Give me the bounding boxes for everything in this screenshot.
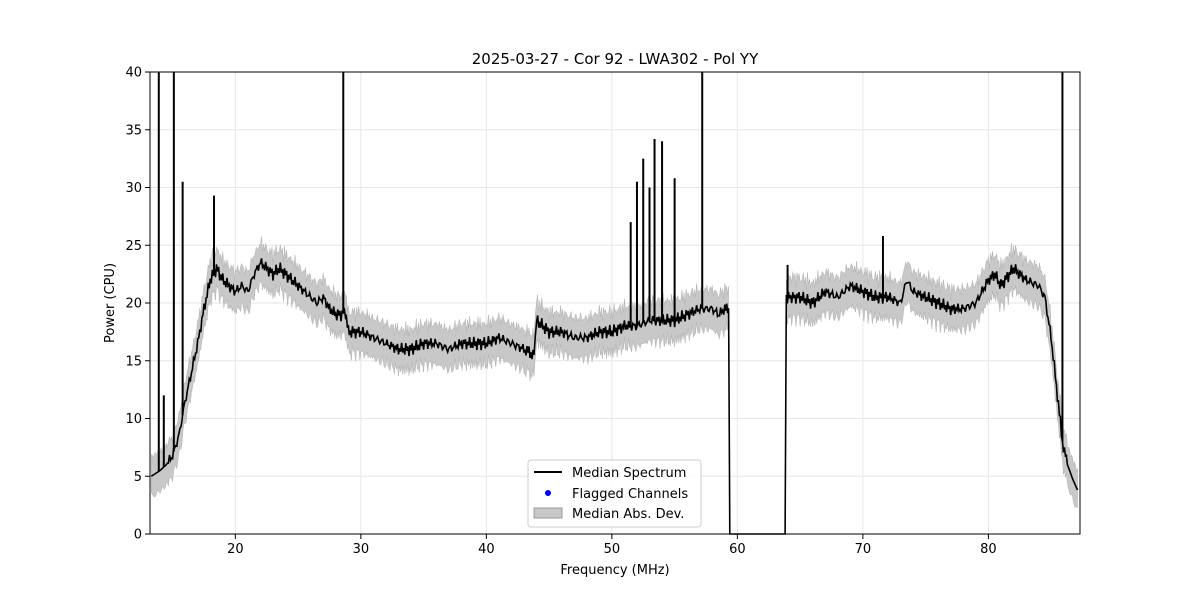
- legend-mad-label: Median Abs. Dev.: [572, 507, 684, 522]
- y-tick-label: 0: [134, 528, 142, 543]
- x-tick-label: 30: [353, 542, 370, 557]
- y-tick-label: 15: [125, 354, 142, 369]
- y-axis-label: Power (CPU): [103, 263, 118, 343]
- y-tick-label: 35: [125, 123, 142, 138]
- y-axis-ticks: 0 5 10 15 20 25 30 35 40: [125, 66, 150, 543]
- x-tick-label: 50: [604, 542, 621, 557]
- legend-flagged-label: Flagged Channels: [572, 487, 688, 502]
- spike-group: [157, 72, 1064, 472]
- y-tick-label: 25: [125, 239, 142, 254]
- x-tick-label: 80: [980, 542, 997, 557]
- y-tick-label: 20: [125, 297, 142, 312]
- x-axis-ticks: 20 30 40 50 60 70 80: [227, 534, 997, 557]
- chart-title: 2025-03-27 - Cor 92 - LWA302 - Pol YY: [472, 50, 759, 68]
- legend-box: [527, 459, 702, 528]
- x-axis-label: Frequency (MHz): [560, 563, 669, 578]
- y-tick-label: 40: [125, 66, 142, 81]
- x-tick-label: 40: [478, 542, 495, 557]
- mad-band: [786, 242, 1078, 509]
- median-line-group: [150, 258, 1079, 535]
- x-tick-label: 20: [227, 542, 244, 557]
- legend-mad-swatch: [533, 507, 563, 519]
- median-spectrum-line: [150, 258, 1079, 535]
- legend-median-label: Median Spectrum: [572, 466, 686, 481]
- y-tick-label: 5: [134, 470, 142, 485]
- x-tick-label: 60: [729, 542, 746, 557]
- y-tick-label: 10: [125, 412, 142, 427]
- legend-flagged-swatch: [545, 490, 551, 496]
- y-tick-label: 30: [125, 181, 142, 196]
- legend: Median Spectrum Flagged Channels Median …: [527, 459, 702, 528]
- x-tick-label: 70: [855, 542, 872, 557]
